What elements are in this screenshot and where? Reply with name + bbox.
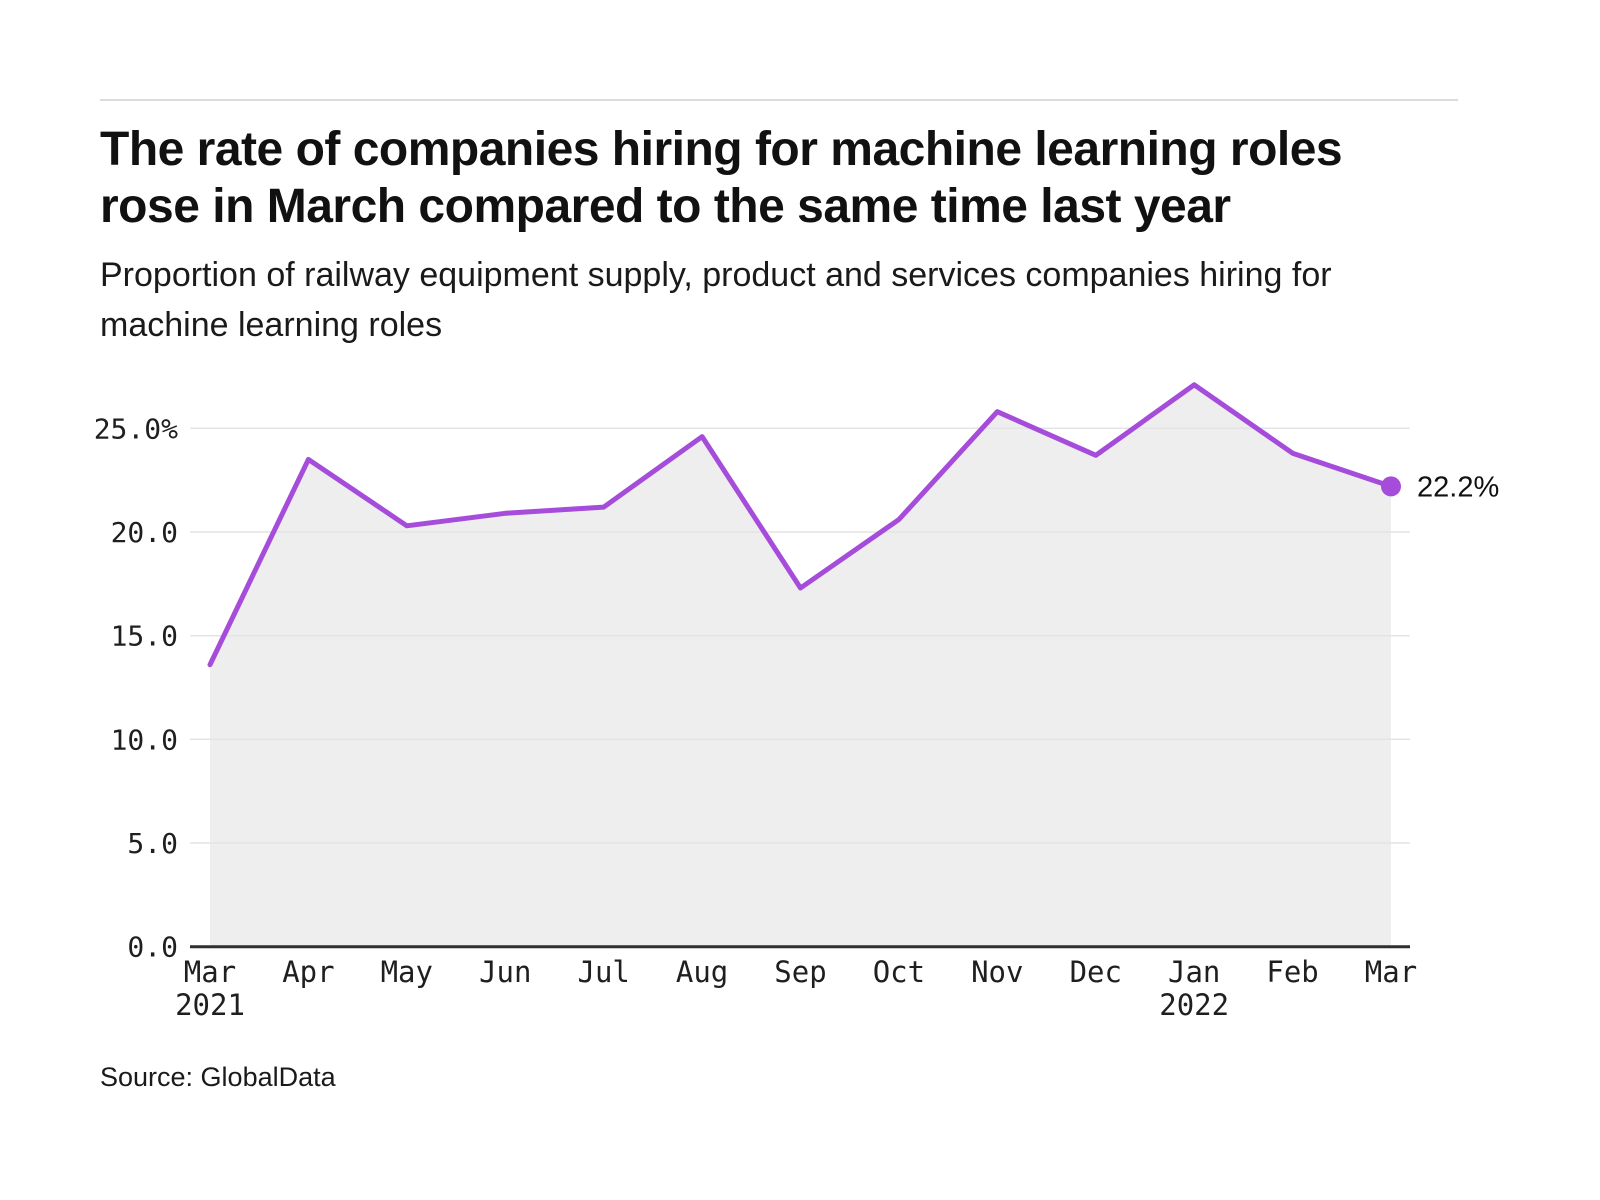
x-tick-label: Apr <box>282 955 334 989</box>
y-tick-label: 15.0 <box>111 620 178 653</box>
x-year-label: 2022 <box>1159 988 1229 1022</box>
x-tick-label: Jul <box>578 955 630 989</box>
x-tick-label: Aug <box>676 955 728 989</box>
area-fill <box>210 384 1391 947</box>
end-value-label: 22.2% <box>1417 471 1499 503</box>
chart-subtitle: Proportion of railway equipment supply, … <box>100 256 1332 344</box>
top-separator <box>100 99 1458 101</box>
y-tick-label: 25.0% <box>94 412 178 445</box>
y-tick-label: 20.0 <box>111 516 178 549</box>
chart-title: The rate of companies hiring for machine… <box>100 123 1343 233</box>
x-tick-label: Feb <box>1266 955 1318 989</box>
x-tick-label: May <box>381 955 433 989</box>
x-year-label: 2021 <box>175 988 245 1022</box>
x-tick-label: Mar <box>1365 955 1417 989</box>
y-tick-label: 10.0 <box>111 723 178 756</box>
x-tick-label: Mar <box>184 955 236 989</box>
x-tick-label: Jun <box>479 955 531 989</box>
x-tick-label: Sep <box>774 955 826 989</box>
y-tick-label: 5.0 <box>127 827 178 860</box>
x-tick-label: Jan <box>1168 955 1220 989</box>
last-point-dot <box>1381 476 1401 497</box>
source-note: Source: GlobalData <box>100 1062 336 1092</box>
x-tick-label: Nov <box>971 955 1023 989</box>
y-tick-label: 0.0 <box>127 931 178 964</box>
x-tick-label: Oct <box>873 955 925 989</box>
x-tick-label: Dec <box>1070 955 1122 989</box>
line-series <box>207 382 1394 668</box>
